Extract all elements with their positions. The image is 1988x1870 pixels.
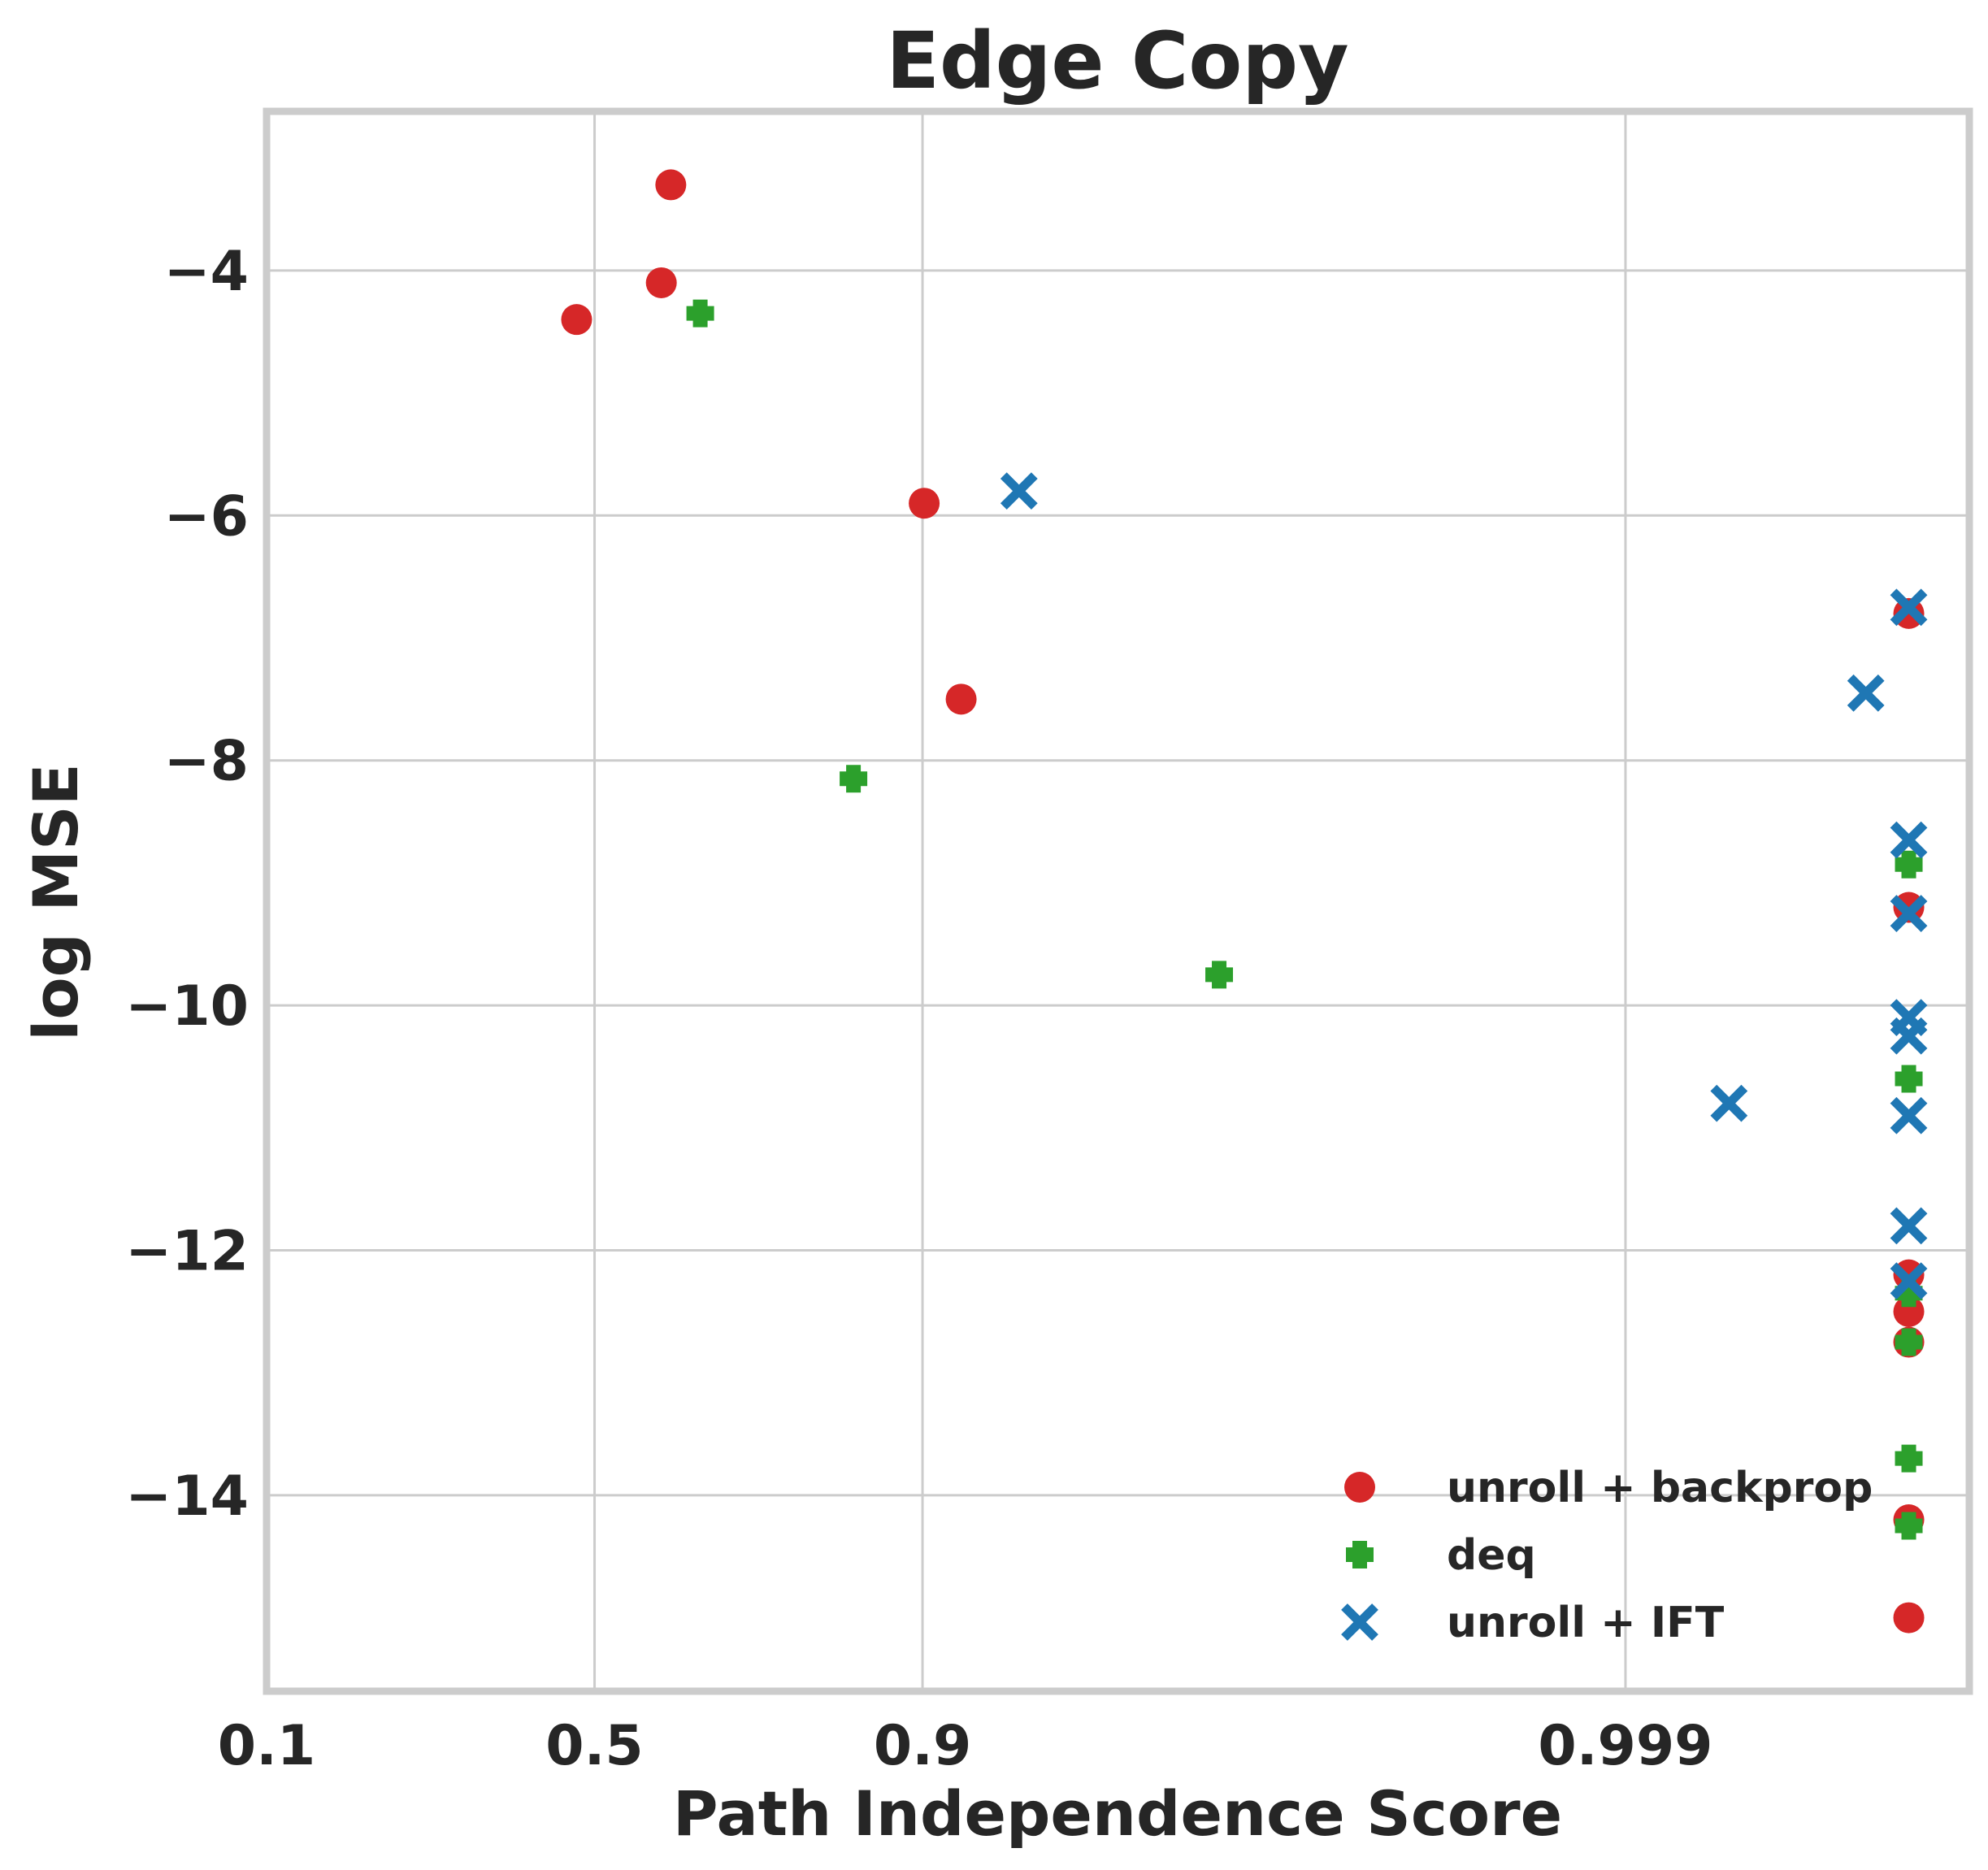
- legend-label: deq: [1447, 1531, 1536, 1580]
- y-tick-label: −6: [164, 484, 249, 549]
- data-point: [1893, 1602, 1925, 1634]
- data-point: [945, 683, 977, 715]
- y-tick-labels: −4 −6 −8 −10 −12 −14: [125, 240, 249, 1529]
- data-point: [909, 488, 940, 519]
- series-deq: [686, 299, 1923, 1540]
- legend-marker: [1346, 1541, 1374, 1568]
- data-point: [840, 765, 868, 793]
- legend-item: deq: [1346, 1531, 1536, 1580]
- data-point: [1710, 1084, 1748, 1122]
- y-tick-label: −12: [125, 1219, 249, 1283]
- data-point: [561, 304, 592, 336]
- legend-label: unroll + backprop: [1447, 1464, 1873, 1512]
- data-point: [1847, 674, 1885, 712]
- legend-marker: [1341, 1603, 1378, 1641]
- data-point: [1895, 1328, 1923, 1356]
- data-point: [645, 267, 677, 298]
- legend-item: unroll + IFT: [1341, 1599, 1725, 1647]
- plot-frame: [263, 107, 1973, 1695]
- y-tick-label: −4: [164, 240, 249, 304]
- data-points: [561, 169, 1928, 1634]
- data-point: [1890, 1207, 1928, 1245]
- x-tick-label: 0.1: [218, 1714, 315, 1778]
- x-tick-label: 0.9: [874, 1714, 971, 1778]
- series-unroll-ift: [1000, 472, 1928, 1300]
- legend: unroll + backprop deq unroll + IFT: [1341, 1464, 1873, 1647]
- legend-marker: [1344, 1472, 1375, 1503]
- chart-title: Edge Copy: [886, 15, 1348, 106]
- data-point: [686, 299, 714, 328]
- y-axis-label: log MSE: [20, 763, 92, 1040]
- x-tick-label: 0.999: [1538, 1714, 1712, 1778]
- data-point: [1205, 961, 1234, 989]
- data-point: [1895, 1444, 1923, 1473]
- data-point: [1000, 472, 1038, 510]
- y-tick-label: −10: [125, 974, 249, 1039]
- data-point: [1890, 895, 1928, 932]
- data-point: [1890, 821, 1928, 859]
- grid-lines: [265, 111, 1969, 1691]
- series-unroll-backprop: [561, 169, 1925, 1634]
- data-point: [655, 169, 687, 201]
- data-point: [1893, 1295, 1925, 1327]
- data-point: [1895, 1512, 1923, 1540]
- data-point: [1890, 588, 1928, 627]
- x-axis-label: Path Independence Score: [673, 1777, 1562, 1850]
- legend-item: unroll + backprop: [1344, 1464, 1873, 1512]
- data-point: [1890, 1262, 1928, 1300]
- x-tick-labels: 0.1 0.5 0.9 0.999: [218, 1714, 1713, 1778]
- data-point: [1890, 1096, 1928, 1135]
- data-point: [1890, 1017, 1928, 1055]
- data-point: [1895, 1065, 1923, 1093]
- y-tick-label: −8: [164, 730, 249, 794]
- y-tick-label: −14: [125, 1464, 249, 1529]
- data-point: [1895, 850, 1923, 879]
- legend-label: unroll + IFT: [1447, 1599, 1725, 1647]
- x-tick-label: 0.5: [545, 1714, 643, 1778]
